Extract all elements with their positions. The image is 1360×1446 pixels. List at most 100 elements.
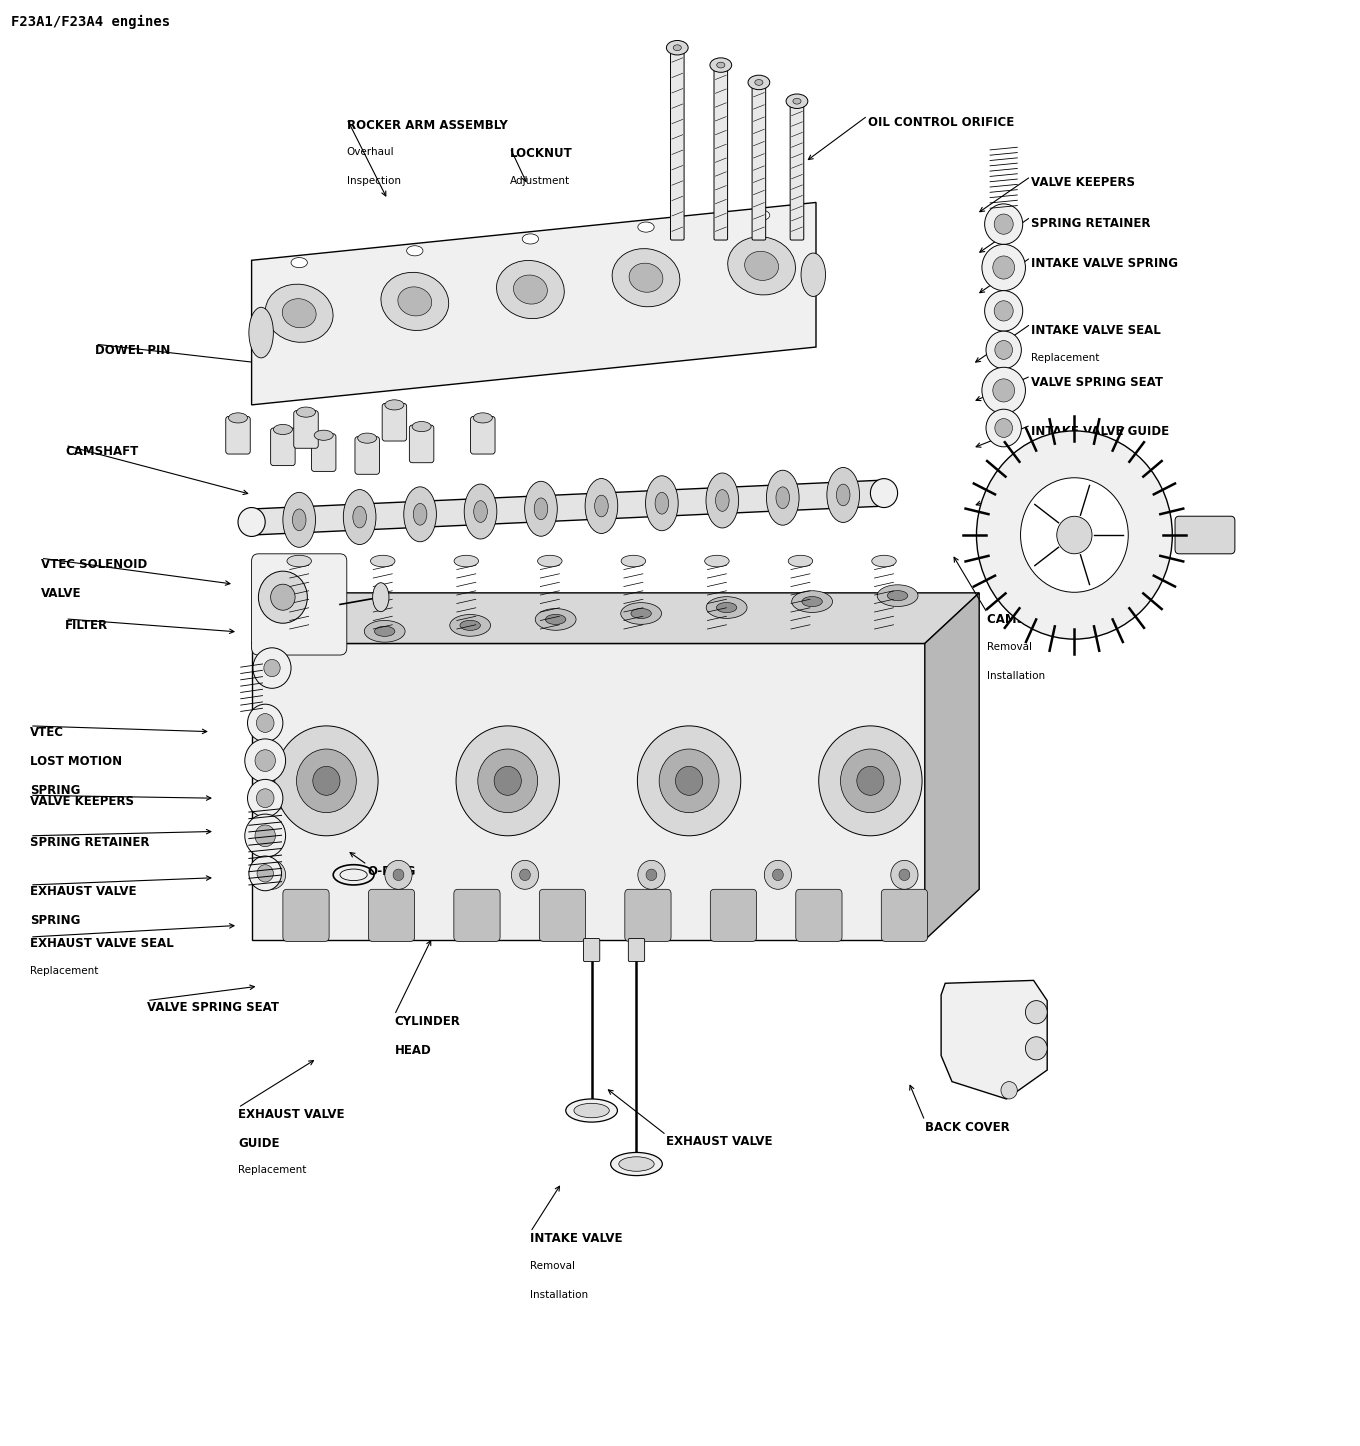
FancyBboxPatch shape — [583, 938, 600, 962]
Text: Inspection: Inspection — [347, 176, 401, 187]
Ellipse shape — [620, 603, 661, 625]
Circle shape — [494, 766, 521, 795]
FancyBboxPatch shape — [454, 889, 500, 941]
Text: Replacement: Replacement — [1031, 454, 1099, 464]
Circle shape — [1001, 1082, 1017, 1099]
Text: SPRING RETAINER: SPRING RETAINER — [1031, 217, 1151, 230]
Ellipse shape — [545, 615, 566, 625]
Ellipse shape — [704, 555, 729, 567]
Ellipse shape — [238, 508, 265, 536]
Circle shape — [393, 869, 404, 881]
FancyBboxPatch shape — [369, 889, 415, 941]
Ellipse shape — [407, 246, 423, 256]
Circle shape — [986, 409, 1021, 447]
Text: INTAKE VALVE SPRING: INTAKE VALVE SPRING — [1031, 257, 1178, 270]
Ellipse shape — [706, 473, 738, 528]
Circle shape — [245, 814, 286, 857]
Ellipse shape — [887, 590, 908, 600]
Circle shape — [511, 860, 539, 889]
Ellipse shape — [404, 487, 437, 542]
Ellipse shape — [777, 487, 790, 509]
Ellipse shape — [646, 476, 679, 531]
Circle shape — [313, 766, 340, 795]
Text: SPRING: SPRING — [30, 914, 80, 927]
Circle shape — [840, 749, 900, 813]
Ellipse shape — [273, 425, 292, 435]
Ellipse shape — [612, 249, 680, 307]
Circle shape — [256, 790, 273, 807]
Ellipse shape — [534, 497, 548, 519]
Ellipse shape — [748, 75, 770, 90]
Circle shape — [1020, 477, 1129, 593]
Ellipse shape — [537, 555, 562, 567]
Ellipse shape — [792, 591, 832, 613]
Ellipse shape — [715, 490, 729, 512]
Text: Adjustment: Adjustment — [510, 176, 570, 187]
Ellipse shape — [314, 431, 333, 441]
FancyBboxPatch shape — [252, 554, 347, 655]
Circle shape — [256, 713, 273, 732]
FancyBboxPatch shape — [881, 889, 928, 941]
Ellipse shape — [656, 493, 669, 515]
Text: FILTER: FILTER — [65, 619, 109, 632]
Ellipse shape — [460, 620, 480, 630]
Ellipse shape — [753, 210, 770, 220]
Ellipse shape — [413, 503, 427, 525]
Circle shape — [253, 648, 291, 688]
Ellipse shape — [522, 234, 539, 244]
Ellipse shape — [872, 555, 896, 567]
Ellipse shape — [291, 257, 307, 268]
FancyBboxPatch shape — [1175, 516, 1235, 554]
Circle shape — [985, 291, 1023, 331]
Ellipse shape — [287, 555, 311, 567]
FancyBboxPatch shape — [624, 889, 670, 941]
Ellipse shape — [710, 58, 732, 72]
Text: VALVE KEEPERS: VALVE KEEPERS — [30, 795, 133, 808]
FancyBboxPatch shape — [409, 425, 434, 463]
Circle shape — [248, 704, 283, 742]
Ellipse shape — [630, 263, 662, 292]
Ellipse shape — [827, 467, 860, 522]
Ellipse shape — [343, 490, 375, 545]
Circle shape — [660, 749, 719, 813]
Text: SPRING: SPRING — [30, 784, 80, 797]
Ellipse shape — [574, 1103, 609, 1118]
Ellipse shape — [802, 597, 823, 607]
Text: LOCKNUT: LOCKNUT — [510, 147, 573, 161]
Circle shape — [985, 204, 1023, 244]
Ellipse shape — [594, 495, 608, 516]
Ellipse shape — [631, 609, 651, 619]
FancyBboxPatch shape — [471, 416, 495, 454]
FancyBboxPatch shape — [283, 889, 329, 941]
Ellipse shape — [789, 555, 813, 567]
Text: Installation: Installation — [1031, 515, 1089, 525]
Text: SEAL: SEAL — [1031, 486, 1064, 499]
Circle shape — [258, 860, 286, 889]
Ellipse shape — [279, 626, 320, 648]
Text: CAMSHAFT PULLEY: CAMSHAFT PULLEY — [987, 613, 1114, 626]
Text: VALVE KEEPERS: VALVE KEEPERS — [1031, 176, 1134, 189]
FancyBboxPatch shape — [226, 416, 250, 454]
Circle shape — [982, 244, 1025, 291]
Ellipse shape — [228, 414, 248, 422]
Ellipse shape — [412, 422, 431, 431]
Ellipse shape — [374, 626, 394, 636]
Ellipse shape — [296, 408, 316, 416]
Circle shape — [456, 726, 559, 836]
Ellipse shape — [265, 285, 333, 343]
Circle shape — [676, 766, 703, 795]
Ellipse shape — [288, 632, 309, 642]
Ellipse shape — [793, 98, 801, 104]
Circle shape — [986, 331, 1021, 369]
FancyBboxPatch shape — [271, 428, 295, 466]
Polygon shape — [252, 593, 979, 643]
Ellipse shape — [358, 434, 377, 442]
Ellipse shape — [622, 555, 646, 567]
Circle shape — [275, 726, 378, 836]
Text: CAMSHAFT: CAMSHAFT — [65, 445, 139, 458]
Circle shape — [857, 766, 884, 795]
Ellipse shape — [464, 484, 496, 539]
Ellipse shape — [283, 299, 316, 328]
Circle shape — [976, 431, 1172, 639]
Circle shape — [520, 869, 530, 881]
